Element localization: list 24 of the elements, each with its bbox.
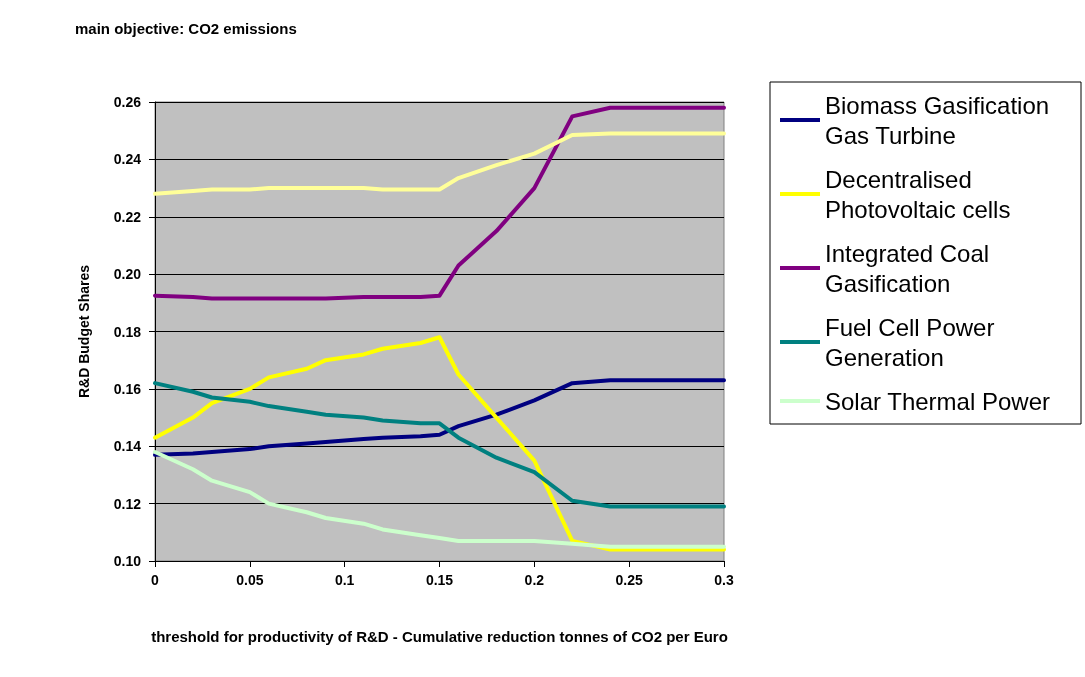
x-tick-label: 0.25: [615, 572, 643, 588]
x-tick-label: 0.1: [334, 572, 355, 588]
y-tick-label: 0.12: [113, 495, 142, 512]
y-axis-title: R&D Budget Shares: [76, 264, 92, 399]
x-tick-label: 0.05: [236, 572, 264, 588]
y-tick-label: 0.20: [113, 266, 142, 283]
legend-label: Fuel Cell Power Generation: [825, 313, 1002, 371]
y-tick-label: 0.26: [113, 94, 142, 110]
y-tick-label: 0.24: [113, 151, 142, 168]
y-tick-label: 0.16: [113, 380, 142, 397]
y-tick-label: 0.18: [113, 323, 142, 340]
legend-label: Solar Thermal Power: [825, 387, 1050, 415]
chart-title: main objective: CO2 emissions: [75, 20, 297, 37]
x-tick-label: 0.2: [524, 572, 545, 588]
y-tick-label: 0.10: [113, 553, 142, 569]
x-tick-label: 0.3: [714, 572, 734, 588]
legend-label: Decentralised Photovoltaic cells: [825, 165, 1011, 223]
x-axis-title: threshold for productivity of R&D - Cumulative reduction tonnes of CO2 per Euro: [151, 627, 728, 645]
y-tick-label: 0.22: [113, 208, 142, 225]
x-tick-label: 0.15: [425, 572, 454, 588]
legend-label: Biomass Gasification Gas Turbine: [825, 91, 1056, 149]
y-tick-label: 0.14: [113, 438, 142, 455]
x-tick-label: 0: [151, 572, 160, 588]
legend-label: Integrated Coal Gasification: [825, 239, 996, 297]
